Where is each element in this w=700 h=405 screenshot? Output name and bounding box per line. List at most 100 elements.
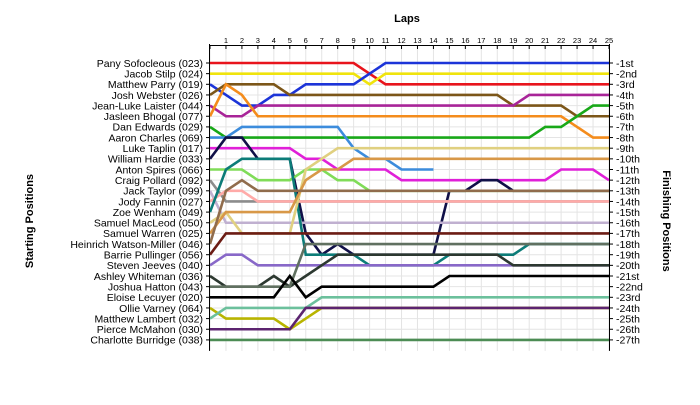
lap-tick-label: 15 [445, 36, 453, 45]
finish-position-label: -26th [616, 324, 640, 336]
series-line [210, 242, 609, 288]
driver-label: Samuel Warren (025) [103, 228, 203, 240]
lap-tick-label: 9 [352, 36, 356, 45]
driver-label: Jacob Stilp (024) [124, 68, 203, 80]
lap-tick-label: 6 [304, 36, 308, 45]
series-line [210, 273, 609, 300]
series-line [210, 61, 609, 86]
driver-label: Jean-Luke Laister (044) [92, 100, 203, 112]
series-line [209, 104, 609, 139]
series-line [208, 178, 609, 245]
finish-position-label: -5th [616, 100, 634, 112]
finish-position-label: -2nd [616, 68, 637, 80]
finish-position-label: -16th [616, 218, 640, 230]
lap-tick-label: 5 [288, 36, 292, 45]
lap-tick-label: 25 [605, 36, 613, 45]
driver-label: Jody Fannin (027) [118, 196, 203, 208]
driver-label: Aaron Charles (069) [108, 132, 203, 144]
series-line [210, 125, 434, 171]
lap-tick-label: 22 [557, 36, 565, 45]
finish-position-label: -18th [616, 239, 640, 251]
finish-position-label: -15th [616, 207, 640, 219]
finish-position-label: -14th [616, 196, 640, 208]
lap-tick-labels: 1 2 3 4 5 6 7 8 9 10 11 12 13 14 15 16 17 18 19 20 21 22 23 24 2… [224, 36, 613, 45]
driver-label: Barrie Pullinger (056) [104, 250, 203, 262]
finish-position-label: -25th [616, 313, 640, 325]
lap-tick-label: 13 [413, 36, 421, 45]
finish-position-label: -13th [616, 186, 640, 198]
finish-position-label: -12th [616, 175, 640, 187]
driver-label: Steven Jeeves (040) [107, 260, 203, 272]
series-line [208, 157, 609, 235]
lap-tick-label: 21 [541, 36, 549, 45]
series-line [210, 72, 609, 86]
driver-label: Pierce McMahon (030) [97, 324, 203, 336]
series-line [209, 83, 609, 118]
finish-position-label: -4th [616, 90, 634, 102]
lap-tick-label: 16 [461, 36, 469, 45]
series-line [210, 306, 609, 331]
driver-label: Craig Pollard (092) [115, 175, 203, 187]
series-line [208, 232, 609, 256]
lap-tick-label: 12 [397, 36, 405, 45]
finish-position-label: -24th [616, 303, 640, 315]
finish-position-label: -1st [616, 58, 634, 70]
driver-label: Zoe Wenham (049) [113, 207, 203, 219]
lap-tick-label: 1 [224, 36, 228, 45]
lap-tick-label: 24 [589, 36, 597, 45]
lap-tick-label: 17 [477, 36, 485, 45]
driver-labels: Pany Sofocleous (023)Jacob Stilp (024)Ma… [70, 58, 203, 347]
plot-axes [206, 44, 613, 351]
plot-grid [209, 46, 610, 351]
series-line [208, 190, 609, 225]
finish-labels: -1st-2nd-3rd-4th-5th-6th-7th-8th-9th-10t… [616, 58, 643, 347]
series-line [209, 253, 609, 289]
finish-position-label: -20th [616, 260, 640, 272]
driver-label: Ashley Whiteman (036) [94, 271, 203, 283]
series-line [209, 61, 609, 107]
driver-label: Luke Taplin (017) [123, 143, 203, 155]
finish-position-label: -8th [616, 132, 634, 144]
driver-label: Joshua Hatton (043) [108, 281, 203, 293]
lap-tick-label: 8 [336, 36, 340, 45]
finish-position-label: -7th [616, 122, 634, 134]
series-lines [208, 61, 610, 342]
driver-label: Josh Webster (026) [112, 90, 203, 102]
finish-position-label: -17th [616, 228, 640, 240]
driver-label: Anton Spires (066) [115, 164, 203, 176]
driver-label: Pany Sofocleous (023) [97, 58, 203, 70]
driver-label: William Hardie (033) [108, 154, 203, 166]
series-line [208, 136, 609, 257]
series-line [209, 253, 609, 267]
driver-label: Charlotte Burridge (038) [90, 335, 203, 347]
lap-tick-label: 19 [509, 36, 517, 45]
lap-tick-label: 20 [525, 36, 533, 45]
y-axis-label-right: Finishing Positions [660, 170, 672, 271]
lap-tick-label: 14 [429, 36, 437, 45]
series-line [209, 93, 609, 118]
driver-label: Matthew Lambert (032) [94, 313, 203, 325]
driver-label: Jack Taylor (099) [123, 186, 203, 198]
lap-tick-label: 11 [382, 36, 390, 45]
series-line [210, 146, 610, 182]
driver-label: Samuel MacLeod (050) [94, 218, 203, 230]
driver-label: Heinrich Watson-Miller (046) [70, 239, 203, 251]
finish-position-label: -10th [616, 154, 640, 166]
driver-label: Eloise Lecuyer (020) [107, 292, 203, 304]
finish-position-label: -23rd [616, 292, 641, 304]
finish-position-label: -6th [616, 111, 634, 123]
lap-tick-label: 7 [320, 36, 324, 45]
lap-tick-label: 4 [272, 36, 276, 45]
driver-label: Matthew Parry (019) [108, 79, 203, 91]
finish-position-label: -22nd [616, 281, 643, 293]
lap-tick-label: 3 [256, 36, 260, 45]
finish-position-label: -19th [616, 250, 640, 262]
lap-tick-label: 10 [365, 36, 373, 45]
finish-position-label: -11th [616, 164, 639, 176]
finish-position-label: -27th [616, 335, 640, 347]
lap-tick-label: 2 [240, 36, 244, 45]
series-line [208, 82, 609, 139]
driver-label: Dan Edwards (029) [113, 122, 203, 134]
